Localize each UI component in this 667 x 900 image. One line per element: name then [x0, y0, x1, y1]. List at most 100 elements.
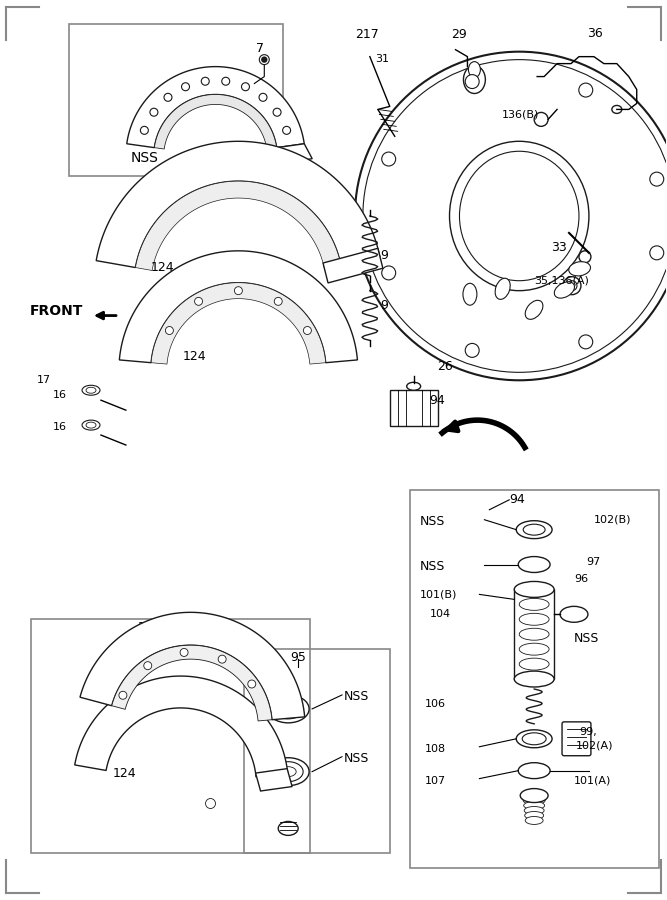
Text: 9: 9 [380, 299, 388, 311]
Circle shape [259, 55, 269, 65]
Circle shape [650, 246, 664, 260]
Text: 102(B): 102(B) [594, 515, 632, 525]
Ellipse shape [407, 382, 421, 391]
Ellipse shape [519, 644, 549, 655]
Text: 16: 16 [53, 391, 67, 401]
Polygon shape [111, 645, 272, 721]
Text: 36: 36 [587, 27, 603, 40]
Circle shape [119, 691, 127, 699]
Ellipse shape [523, 524, 545, 536]
Ellipse shape [520, 788, 548, 803]
Polygon shape [154, 94, 277, 149]
Ellipse shape [278, 822, 298, 835]
Bar [410, 490, 658, 868]
Polygon shape [127, 67, 304, 148]
Text: NSS: NSS [420, 560, 445, 572]
Ellipse shape [267, 758, 309, 786]
Text: 217: 217 [355, 28, 379, 40]
Ellipse shape [524, 806, 544, 814]
Circle shape [262, 57, 267, 62]
Text: 101(B): 101(B) [420, 590, 457, 599]
Text: 124: 124 [113, 767, 137, 779]
Circle shape [181, 83, 189, 91]
Circle shape [221, 77, 229, 86]
Circle shape [579, 335, 593, 349]
Ellipse shape [519, 613, 549, 626]
Bar [390, 391, 438, 426]
Text: 94: 94 [430, 394, 446, 407]
Circle shape [465, 75, 479, 88]
Text: 124: 124 [109, 705, 133, 718]
Polygon shape [135, 181, 342, 271]
Text: NSS: NSS [131, 151, 159, 166]
Circle shape [165, 327, 173, 335]
Ellipse shape [519, 598, 549, 610]
Polygon shape [96, 141, 381, 267]
Ellipse shape [525, 301, 543, 320]
Text: 7: 7 [256, 41, 264, 55]
Ellipse shape [273, 761, 303, 781]
Circle shape [205, 798, 215, 808]
Circle shape [201, 77, 209, 86]
Ellipse shape [280, 767, 296, 777]
Text: 108: 108 [425, 743, 446, 754]
Circle shape [140, 126, 148, 134]
Ellipse shape [519, 628, 549, 640]
Polygon shape [277, 144, 312, 163]
Bar [514, 590, 554, 679]
Circle shape [241, 83, 249, 91]
Polygon shape [323, 248, 383, 283]
Text: 104: 104 [430, 609, 451, 619]
Circle shape [164, 94, 172, 102]
Text: 136(B): 136(B) [502, 110, 539, 120]
Text: NSS: NSS [420, 515, 445, 527]
Ellipse shape [525, 816, 543, 824]
Text: NSS: NSS [574, 632, 600, 645]
Circle shape [150, 108, 158, 116]
Circle shape [283, 126, 291, 134]
Bar [244, 649, 390, 853]
Ellipse shape [464, 66, 486, 94]
Ellipse shape [82, 385, 100, 395]
Text: 124: 124 [183, 350, 206, 364]
Text: 16: 16 [53, 422, 67, 432]
Circle shape [303, 327, 311, 335]
Circle shape [650, 172, 664, 186]
Circle shape [144, 662, 151, 670]
Text: 102(A): 102(A) [576, 741, 614, 751]
Ellipse shape [463, 284, 477, 305]
Circle shape [579, 251, 591, 263]
Circle shape [382, 266, 396, 280]
Circle shape [180, 649, 188, 656]
Ellipse shape [518, 762, 550, 778]
Ellipse shape [86, 387, 96, 393]
Ellipse shape [560, 607, 588, 622]
Circle shape [274, 297, 282, 305]
Ellipse shape [495, 278, 510, 300]
Circle shape [567, 281, 577, 291]
Text: 99,: 99, [579, 727, 597, 737]
Text: 9: 9 [380, 248, 388, 262]
Circle shape [248, 680, 255, 688]
Polygon shape [75, 676, 287, 777]
Text: 35,136(A): 35,136(A) [534, 275, 589, 285]
Ellipse shape [516, 730, 552, 748]
Circle shape [355, 51, 667, 381]
Ellipse shape [514, 671, 554, 687]
Circle shape [465, 344, 479, 357]
Text: 124: 124 [151, 261, 174, 274]
Ellipse shape [450, 141, 589, 291]
Text: 97: 97 [586, 556, 600, 567]
Ellipse shape [612, 105, 622, 113]
Circle shape [534, 112, 548, 126]
Polygon shape [80, 612, 305, 720]
Circle shape [579, 83, 593, 97]
Circle shape [273, 108, 281, 116]
Ellipse shape [525, 812, 544, 820]
Text: 96: 96 [574, 574, 588, 584]
Ellipse shape [280, 704, 296, 714]
Polygon shape [119, 251, 358, 363]
Ellipse shape [516, 521, 552, 538]
Ellipse shape [514, 581, 554, 598]
Ellipse shape [554, 282, 574, 298]
